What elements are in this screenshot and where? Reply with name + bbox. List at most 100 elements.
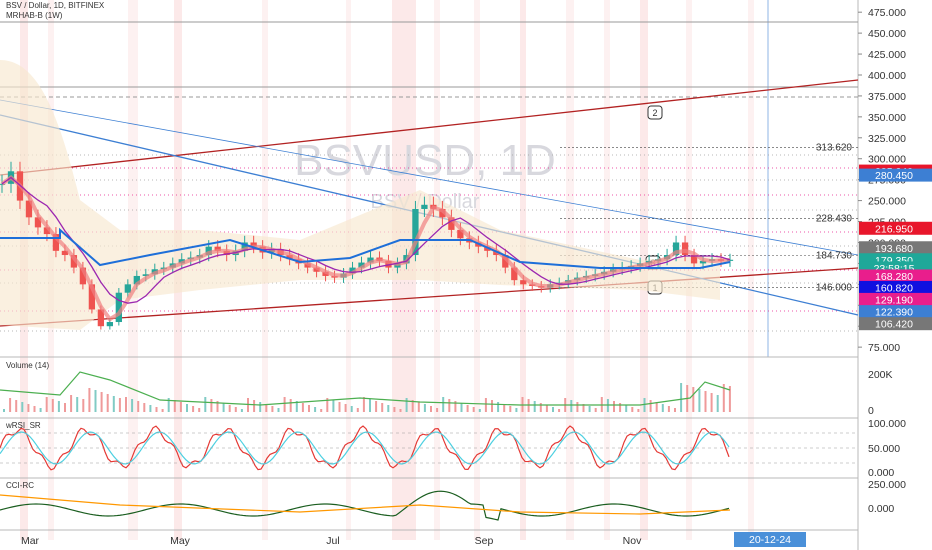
volume-bar xyxy=(667,406,670,412)
wrsi-pane-label: wRSI_SR xyxy=(6,421,41,430)
volume-bar xyxy=(381,403,384,412)
level-label: 313.620 xyxy=(816,142,853,153)
volume-pane-label: Volume (14) xyxy=(6,361,50,370)
price-tick-label: 375.000 xyxy=(868,91,906,103)
volume-bar xyxy=(271,406,274,412)
volume-bar xyxy=(710,393,713,412)
volume-bar xyxy=(198,408,201,412)
volume-bar xyxy=(484,398,487,412)
price-tag-label: 216.950 xyxy=(875,223,913,235)
volume-bar xyxy=(161,409,164,412)
volume-bar xyxy=(362,397,365,412)
volume-bar xyxy=(545,405,548,412)
candle-body xyxy=(421,204,428,209)
ma-slow-line xyxy=(1,176,731,304)
volume-bar xyxy=(716,395,719,412)
price-tag-box xyxy=(859,269,932,283)
volume-bar xyxy=(692,387,695,412)
volume-bar xyxy=(112,396,115,412)
price-tag-box xyxy=(859,221,932,235)
candle-body xyxy=(115,292,122,323)
volume-bar xyxy=(643,398,646,412)
volume-tick-label: 0 xyxy=(868,405,874,417)
candle-body xyxy=(672,242,680,256)
price-tick-label: 450.000 xyxy=(868,28,906,40)
price-tag-box xyxy=(859,317,932,331)
volume-bar xyxy=(552,407,554,412)
candle-body xyxy=(61,250,69,256)
volume-bar xyxy=(259,402,262,412)
ma-fast-line xyxy=(0,175,731,322)
price-tag-label: 129.190 xyxy=(875,294,913,306)
candle-body xyxy=(223,250,230,256)
candle-body xyxy=(520,280,527,285)
time-cursor-label: 20-12-24 xyxy=(749,534,791,546)
volume-bar xyxy=(399,409,402,412)
volume-bar xyxy=(9,398,12,412)
volume-bar xyxy=(674,408,676,412)
volume-bar xyxy=(588,406,591,412)
volume-bar xyxy=(3,409,5,412)
volume-bar xyxy=(417,402,420,412)
time-axis[interactable]: Mar May Jul Sep Nov 20-12-24 xyxy=(21,532,806,547)
volume-bar xyxy=(655,402,658,412)
candle-body xyxy=(690,255,698,264)
volume-bar xyxy=(332,400,335,412)
candle-body xyxy=(133,275,140,285)
time-cursor-box xyxy=(734,532,806,547)
candle-body xyxy=(250,242,257,247)
candle-body xyxy=(70,255,78,268)
time-axis-label: Jul xyxy=(326,535,339,547)
wrsi-line xyxy=(0,425,730,471)
indicator-title: MRHAB-B (1W) xyxy=(6,11,63,20)
cci-tick-label: 0.000 xyxy=(868,503,894,515)
volume-bar xyxy=(94,390,97,412)
price-series-layer xyxy=(0,60,734,330)
candle-body xyxy=(43,227,51,235)
volume-bar xyxy=(82,399,85,412)
level-label: 184.730 xyxy=(816,250,853,261)
volume-bar xyxy=(173,400,176,412)
candle-body xyxy=(699,260,707,264)
candle-body xyxy=(385,260,392,268)
volume-bar xyxy=(491,400,493,412)
volume-bar xyxy=(356,408,359,412)
volume-bar xyxy=(314,407,317,412)
volume-bar xyxy=(375,401,378,412)
volume-bar xyxy=(228,405,231,412)
volume-bar xyxy=(631,407,634,412)
price-axis[interactable]: 475.000 450.000 425.000 400.000 375.000 350.0… xyxy=(858,7,932,354)
volume-bar xyxy=(613,401,615,412)
candle-body xyxy=(97,309,105,327)
wrsi-tick-label: 50.000 xyxy=(868,443,900,455)
wrsi-tick-label: 100.000 xyxy=(868,418,906,430)
candle-body xyxy=(286,255,293,260)
candle-body xyxy=(448,217,455,230)
level-label: 228.430 xyxy=(816,214,853,225)
volume-bar xyxy=(204,397,207,412)
volume-bar xyxy=(106,394,109,412)
candle-body xyxy=(88,284,96,310)
volume-bar xyxy=(253,400,256,412)
volume-bar xyxy=(387,405,390,412)
price-tag-label: 106.420 xyxy=(875,319,913,331)
volume-bar xyxy=(411,400,414,412)
price-tag-label: 168.280 xyxy=(875,271,913,283)
volume-bar xyxy=(637,409,640,412)
price-tick-label: 425.000 xyxy=(868,49,906,61)
price-tag-box xyxy=(859,280,932,294)
volume-bar xyxy=(570,400,573,412)
volume-bar xyxy=(619,403,622,412)
candle-body xyxy=(439,208,446,218)
price-tag-label: 280.450 xyxy=(875,170,913,182)
candle-body xyxy=(412,208,419,256)
volume-bar xyxy=(497,402,500,412)
volume-bar xyxy=(143,403,146,412)
volume-bar xyxy=(326,398,329,412)
volume-bar xyxy=(698,389,701,412)
price-tick-label: 400.000 xyxy=(868,70,906,82)
volume-bar xyxy=(344,404,347,412)
volume-bar xyxy=(722,384,725,412)
volume-bar xyxy=(21,402,24,412)
